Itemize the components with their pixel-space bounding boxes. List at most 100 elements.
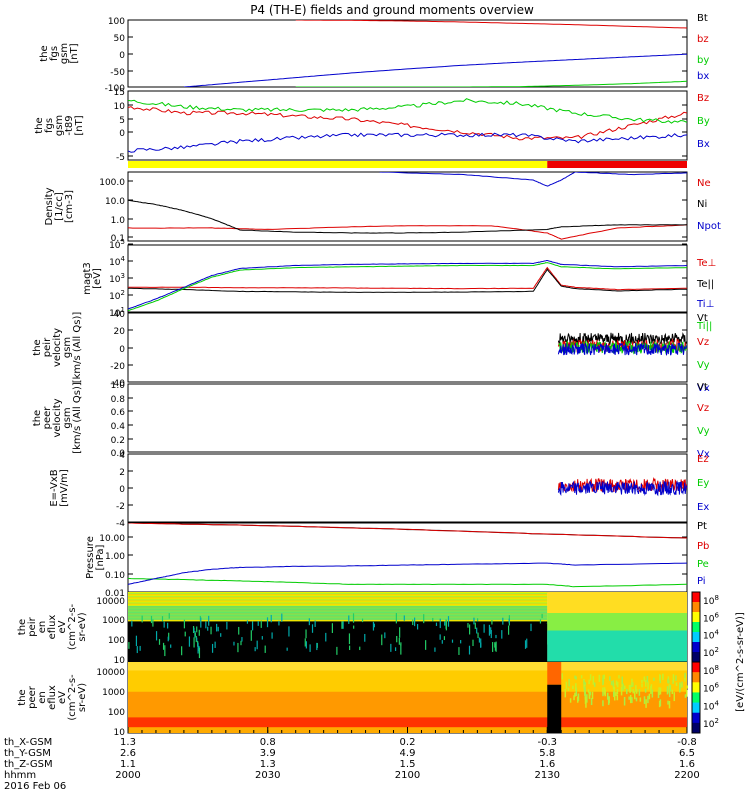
spectro-streak	[214, 641, 216, 648]
spectro-streak	[316, 642, 318, 651]
spectro-streak	[325, 632, 327, 642]
spectro-streak	[632, 682, 634, 687]
y-tick-label: 10.0	[105, 197, 125, 207]
spectro-streak	[256, 640, 258, 650]
spectro-streak	[472, 639, 474, 647]
spectro-streak	[444, 621, 446, 626]
colorbar-tick-label-base: 10	[703, 614, 715, 624]
y-axis-label: the	[32, 339, 43, 355]
spectro-streak	[494, 642, 496, 648]
y-axis-label: the	[17, 619, 28, 635]
y-tick-label: 0.0	[111, 449, 126, 459]
y-axis-label: en	[37, 621, 48, 634]
spectro-streak	[491, 620, 493, 625]
spectro-streak	[672, 674, 675, 683]
x-row-label: th_Z-GSM	[4, 759, 53, 770]
spectro-streak	[629, 694, 632, 704]
spectro-streak	[651, 689, 654, 698]
spectro-streak	[473, 617, 475, 625]
y-tick-label-base: 10	[109, 275, 121, 285]
y-tick-label: 0.1	[111, 234, 125, 244]
spectro-streak	[641, 679, 643, 684]
series-line-Ti⊥	[128, 260, 687, 310]
colorbar-segment	[692, 652, 700, 663]
y-tick-label-exp: 3	[121, 272, 125, 280]
panel-frame	[127, 522, 688, 593]
spectro-streak	[359, 646, 361, 651]
spectro-streak	[587, 689, 590, 693]
spectro-streak	[305, 641, 307, 649]
spectro-streak	[616, 689, 619, 695]
spectro-streak	[589, 674, 592, 681]
legend-Bt: Bt	[697, 13, 708, 24]
spectro-streak	[580, 675, 583, 679]
y-tick-label: 0.6	[111, 408, 126, 418]
spectro-band	[128, 620, 548, 622]
series-line-Pi	[128, 562, 687, 585]
y-axis-label: [km/s (All Qs)]	[72, 312, 83, 384]
spectro-streak	[508, 618, 510, 624]
spectro-streak	[373, 623, 376, 628]
spectro-streak	[447, 616, 450, 627]
region-bar-segment	[547, 161, 687, 168]
colorbar-segment	[692, 672, 700, 683]
spectro-streak	[495, 634, 497, 639]
spectro-streak	[254, 647, 256, 652]
spectro-streak	[613, 686, 616, 694]
colorbar-tick-label: 102	[703, 717, 719, 730]
spectro-streak	[635, 689, 638, 694]
legend-Vx: Vx	[697, 383, 710, 394]
spectro-streak	[216, 623, 218, 632]
panel-frame	[127, 244, 688, 313]
series-line-by	[295, 80, 687, 87]
y-axis-label: velocity	[52, 398, 63, 437]
legend-Pe: Pe	[697, 559, 709, 570]
y-axis-label: [eV]	[92, 268, 103, 289]
y-tick-label-exp: 4	[121, 255, 126, 263]
x-tick-label: -0.8	[677, 737, 697, 748]
colorbar-tick-label-base: 10	[703, 597, 715, 607]
spectro-streak	[634, 691, 636, 700]
spectro-streak	[541, 613, 543, 619]
legend-Vy: Vy	[697, 360, 710, 371]
y-tick-label: 10000	[96, 668, 125, 678]
spectro-streak	[309, 644, 311, 652]
colorbar-tick-label: 102	[703, 646, 719, 659]
colorbar-segment	[692, 602, 700, 613]
spectro-streak	[260, 620, 262, 628]
spectro-streak	[394, 647, 397, 651]
spectro-streak	[196, 626, 198, 633]
colorbar-tick-label-exp: 8	[714, 664, 718, 672]
spectro-streak	[483, 624, 485, 633]
y-tick-label: -5	[116, 153, 125, 163]
colorbar-tick-label-base: 10	[703, 649, 715, 659]
spectro-streak	[641, 683, 643, 688]
spectro-streak	[602, 687, 604, 693]
spectro-streak	[669, 684, 672, 692]
x-tick-label: 2000	[115, 770, 140, 781]
spectro-streak	[311, 624, 314, 633]
spectro-band	[128, 598, 548, 600]
y-axis-label: magt3	[82, 262, 93, 295]
spectro-streak	[565, 681, 568, 689]
spectro-streak	[476, 627, 478, 634]
series-line-bx	[183, 53, 687, 87]
spectro-streak	[675, 675, 677, 681]
spectro-streak	[477, 618, 479, 622]
spectro-streak	[574, 675, 576, 679]
spectro-streak	[167, 622, 169, 629]
spectro-streak	[353, 625, 355, 629]
y-tick-label: 101	[109, 306, 125, 319]
spectro-streak	[662, 673, 664, 681]
y-tick-label: 100	[108, 17, 125, 27]
colorbar-segment	[692, 592, 700, 603]
panel-pressure: 10.00 1.00 0.10 0.01 Pressure [nPa] Pt Pb Pe Pi	[85, 521, 709, 599]
spectro-streak	[390, 643, 392, 652]
spectro-streak	[271, 632, 273, 639]
spectro-streak	[507, 625, 510, 635]
x-tick-label: 5.8	[539, 748, 555, 759]
y-axis-label: sr-eV)	[77, 683, 88, 712]
y-axis-label: Pressure	[85, 536, 96, 579]
spectro-streak	[210, 626, 212, 635]
y-axis-label: -t89	[64, 115, 75, 135]
